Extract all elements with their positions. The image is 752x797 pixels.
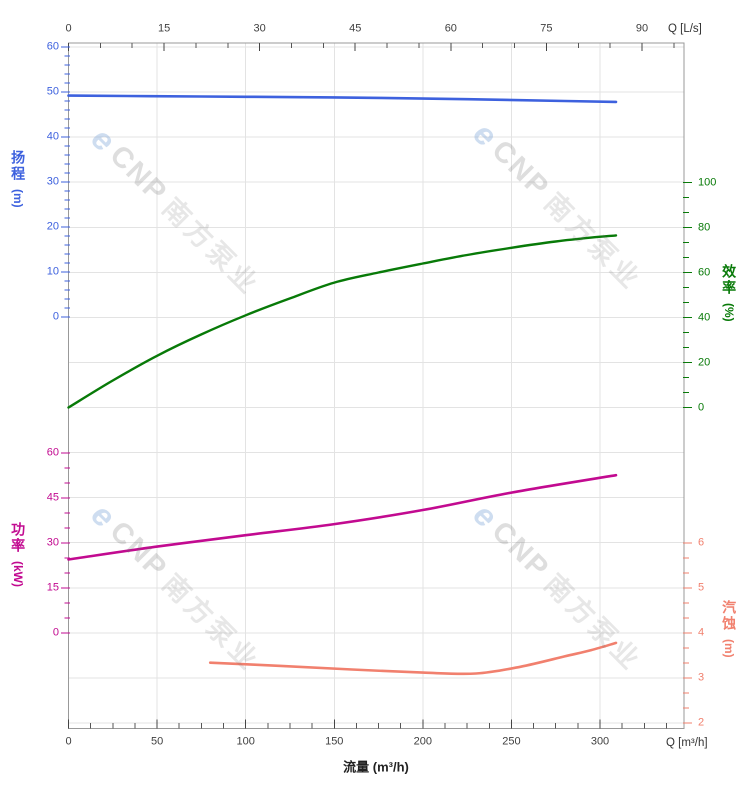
plot-border [68, 42, 685, 729]
top-tick-label: 75 [540, 22, 553, 35]
power-tick-label: 0 [52, 626, 59, 639]
efficiency-tick-label: 80 [698, 221, 711, 233]
head-tick-label: 10 [46, 265, 59, 278]
top-tick-label: 15 [157, 22, 171, 35]
bottom-tick-label: 300 [590, 735, 610, 748]
curve-head [67, 94, 618, 104]
power-axis-title-text: 功率 [10, 522, 27, 554]
bottom-tick-label: 150 [325, 735, 344, 748]
top-tick-label: 45 [349, 22, 362, 35]
head-tick-label: 50 [46, 85, 59, 98]
efficiency-axis-unit: (%) [722, 303, 737, 322]
power-tick-label: 60 [46, 446, 59, 459]
npsh-tick-label: 5 [698, 581, 705, 594]
efficiency-axis-title-text: 效率 [721, 264, 738, 296]
npsh-tick-label: 3 [698, 671, 705, 684]
curve-power [67, 473, 618, 561]
bottom-tick-label: 100 [236, 735, 255, 748]
power-axis-title: 功率 (kW) [10, 522, 26, 587]
head-tick-label: 40 [46, 130, 59, 143]
npsh-tick-label: 4 [698, 626, 705, 639]
power-tick-label: 30 [46, 536, 59, 549]
power-tick-label: 15 [46, 581, 59, 594]
bottom-tick-label: 200 [413, 735, 433, 748]
head-tick-label: 20 [46, 220, 59, 233]
npsh-tick-label: 6 [698, 536, 705, 549]
curve-npsh [208, 641, 618, 676]
efficiency-tick-label: 20 [698, 356, 711, 368]
bottom-tick-label: 250 [502, 735, 521, 748]
head-axis-title-text: 扬程 [10, 150, 27, 182]
head-tick-label: 60 [46, 40, 59, 53]
top-tick-label: 90 [635, 22, 649, 35]
npsh-axis-unit: (m) [722, 639, 737, 658]
top-tick-label: 0 [65, 22, 72, 35]
head-axis-title: 扬程 (m) [10, 150, 26, 208]
power-tick-label: 45 [46, 491, 59, 504]
bottom-axis-unit-label: Q [m³/h] [666, 737, 708, 749]
efficiency-axis-title: 效率 (%) [721, 264, 737, 322]
npsh-axis-title: 汽蚀 (m) [721, 600, 737, 658]
bottom-tick-label: 0 [65, 735, 72, 748]
head-tick-label: 0 [52, 310, 59, 323]
curve-efficiency [67, 234, 618, 409]
bottom-tick-label: 50 [150, 735, 164, 748]
head-tick-label: 30 [46, 175, 59, 188]
head-axis-unit: (m) [11, 189, 26, 208]
x-axis-title: 流量 (m³/h) [343, 759, 409, 775]
efficiency-tick-label: 0 [698, 401, 705, 413]
power-axis-unit: (kW) [11, 561, 26, 587]
top-tick-label: 30 [253, 22, 266, 35]
efficiency-tick-label: 40 [698, 311, 711, 323]
efficiency-tick-label: 60 [698, 266, 711, 278]
npsh-axis-title-text: 汽蚀 [721, 600, 738, 632]
npsh-tick-label: 2 [698, 716, 705, 729]
top-tick-label: 60 [444, 22, 457, 35]
efficiency-tick-label: 100 [698, 176, 717, 188]
top-axis-unit-label: Q [L/s] [668, 23, 702, 35]
